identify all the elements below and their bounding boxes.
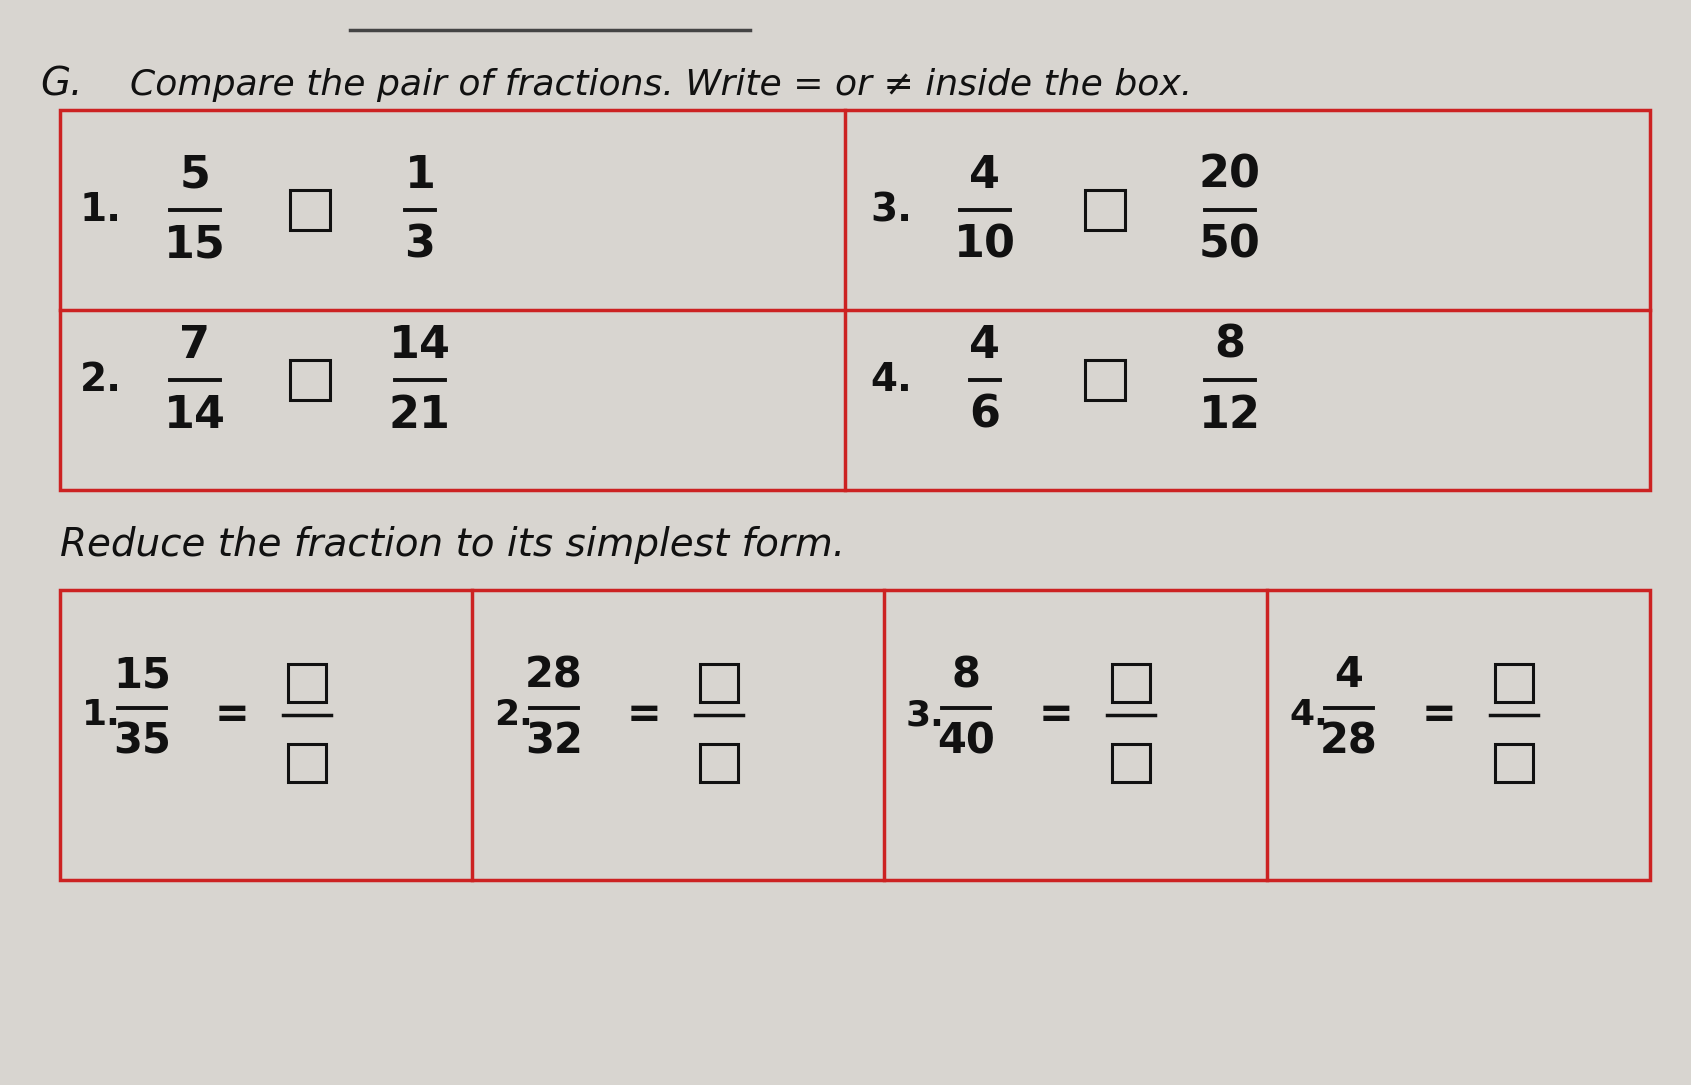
- Bar: [1086, 360, 1125, 400]
- Text: 2.: 2.: [79, 361, 122, 399]
- Text: 50: 50: [1199, 224, 1261, 267]
- Text: 14: 14: [164, 394, 227, 437]
- Text: 20: 20: [1199, 153, 1261, 196]
- Text: 15: 15: [113, 654, 171, 695]
- Text: =: =: [627, 694, 661, 736]
- Bar: [59, 590, 1650, 880]
- Bar: [289, 360, 330, 400]
- Text: =: =: [215, 694, 249, 736]
- Text: 8: 8: [1214, 323, 1246, 367]
- Text: Reduce the fraction to its simplest form.: Reduce the fraction to its simplest form…: [59, 526, 846, 564]
- Bar: [287, 664, 326, 702]
- Bar: [59, 110, 1650, 490]
- Text: 12: 12: [1199, 394, 1261, 437]
- Bar: [1113, 744, 1150, 782]
- Text: 10: 10: [954, 224, 1016, 267]
- Bar: [1113, 664, 1150, 702]
- Bar: [1495, 664, 1534, 702]
- Text: 8: 8: [952, 654, 981, 695]
- Text: =: =: [1038, 694, 1074, 736]
- Text: 35: 35: [113, 720, 171, 762]
- Text: 21: 21: [389, 394, 451, 437]
- Text: G.: G.: [41, 66, 83, 104]
- Text: 6: 6: [969, 394, 1001, 437]
- Text: 2.: 2.: [494, 698, 533, 732]
- Text: 1: 1: [404, 153, 436, 196]
- Text: 32: 32: [526, 720, 583, 762]
- Text: Compare the pair of fractions. Write = or ≠ inside the box.: Compare the pair of fractions. Write = o…: [130, 68, 1192, 102]
- Bar: [287, 744, 326, 782]
- Text: 4: 4: [969, 153, 1001, 196]
- Text: 4.: 4.: [869, 361, 911, 399]
- Text: 14: 14: [389, 323, 451, 367]
- Bar: [289, 190, 330, 230]
- Bar: [1495, 744, 1534, 782]
- Text: 3.: 3.: [869, 191, 911, 229]
- Text: 40: 40: [937, 720, 994, 762]
- Bar: [700, 664, 737, 702]
- Text: 4: 4: [1334, 654, 1363, 695]
- Bar: [1086, 190, 1125, 230]
- Text: 1.: 1.: [81, 698, 120, 732]
- Text: 1.: 1.: [79, 191, 122, 229]
- Text: 3: 3: [404, 224, 436, 267]
- Text: 4: 4: [969, 323, 1001, 367]
- Text: 4.: 4.: [1289, 698, 1327, 732]
- Bar: [700, 744, 737, 782]
- Text: 7: 7: [179, 323, 210, 367]
- Text: 28: 28: [1321, 720, 1378, 762]
- Text: =: =: [1422, 694, 1456, 736]
- Text: 3.: 3.: [906, 698, 945, 732]
- Text: 15: 15: [164, 224, 227, 267]
- Text: 28: 28: [526, 654, 583, 695]
- Text: 5: 5: [179, 153, 210, 196]
